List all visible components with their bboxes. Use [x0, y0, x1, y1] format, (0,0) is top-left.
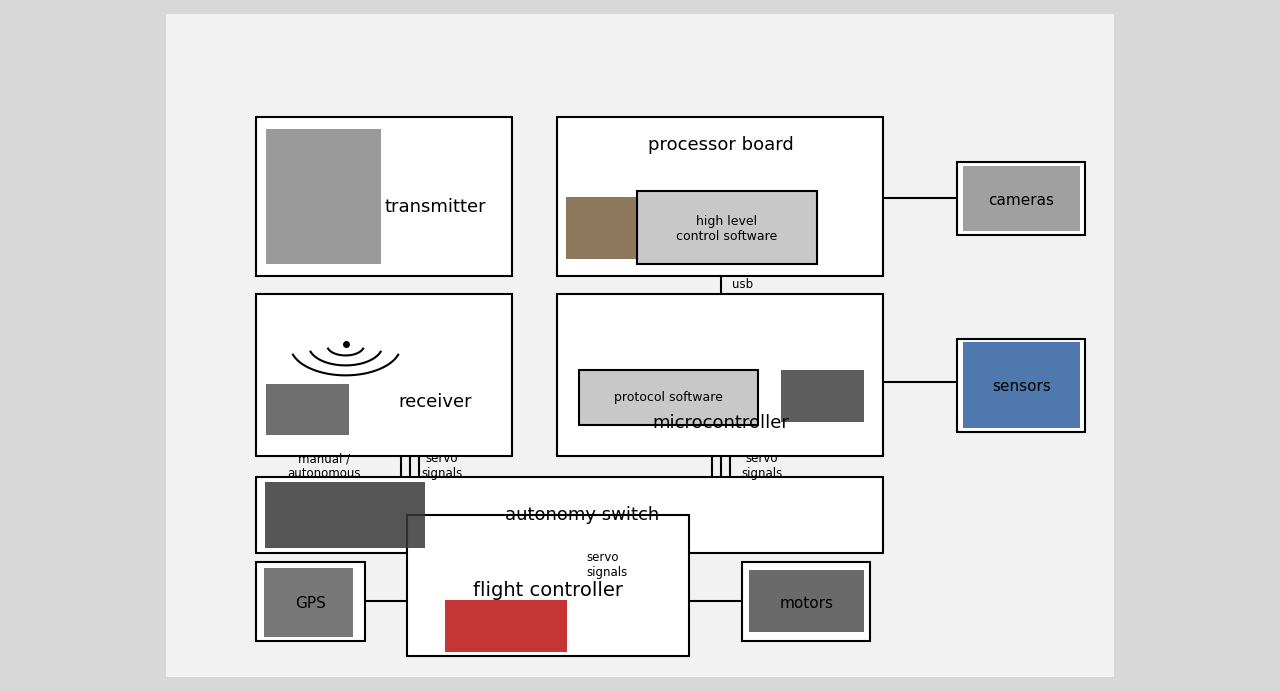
- FancyBboxPatch shape: [566, 197, 636, 259]
- FancyBboxPatch shape: [579, 370, 758, 425]
- Text: cameras: cameras: [988, 193, 1055, 208]
- FancyBboxPatch shape: [266, 384, 349, 435]
- Text: receiver: receiver: [398, 393, 472, 411]
- Text: transmitter: transmitter: [384, 198, 486, 216]
- Text: sensors: sensors: [992, 379, 1051, 395]
- FancyBboxPatch shape: [742, 562, 870, 641]
- Text: servo
signals: servo signals: [421, 453, 462, 480]
- FancyBboxPatch shape: [256, 294, 512, 456]
- Text: usb: usb: [732, 278, 754, 291]
- FancyBboxPatch shape: [963, 342, 1080, 428]
- FancyBboxPatch shape: [749, 570, 864, 632]
- FancyBboxPatch shape: [957, 162, 1085, 235]
- Text: protocol software: protocol software: [613, 391, 723, 404]
- FancyBboxPatch shape: [256, 117, 512, 276]
- Text: processor board: processor board: [648, 136, 794, 154]
- Text: motors: motors: [780, 596, 833, 611]
- FancyBboxPatch shape: [264, 568, 353, 637]
- Text: high level
control software: high level control software: [676, 216, 778, 243]
- Text: microcontroller: microcontroller: [653, 414, 788, 432]
- FancyBboxPatch shape: [963, 166, 1080, 231]
- FancyBboxPatch shape: [557, 294, 883, 456]
- Text: flight controller: flight controller: [472, 581, 623, 600]
- FancyBboxPatch shape: [166, 14, 1114, 677]
- FancyBboxPatch shape: [256, 477, 883, 553]
- FancyBboxPatch shape: [445, 600, 567, 652]
- FancyBboxPatch shape: [256, 562, 365, 641]
- Text: autonomy switch: autonomy switch: [506, 506, 659, 524]
- FancyBboxPatch shape: [407, 515, 689, 656]
- Text: GPS: GPS: [296, 596, 326, 611]
- FancyBboxPatch shape: [781, 370, 864, 422]
- Text: servo
signals: servo signals: [741, 453, 782, 480]
- FancyBboxPatch shape: [957, 339, 1085, 432]
- Text: manual /
autonomous: manual / autonomous: [287, 453, 361, 480]
- FancyBboxPatch shape: [265, 482, 425, 548]
- FancyBboxPatch shape: [557, 117, 883, 276]
- FancyBboxPatch shape: [637, 191, 817, 264]
- Text: servo
signals: servo signals: [586, 551, 627, 578]
- FancyBboxPatch shape: [266, 129, 381, 264]
